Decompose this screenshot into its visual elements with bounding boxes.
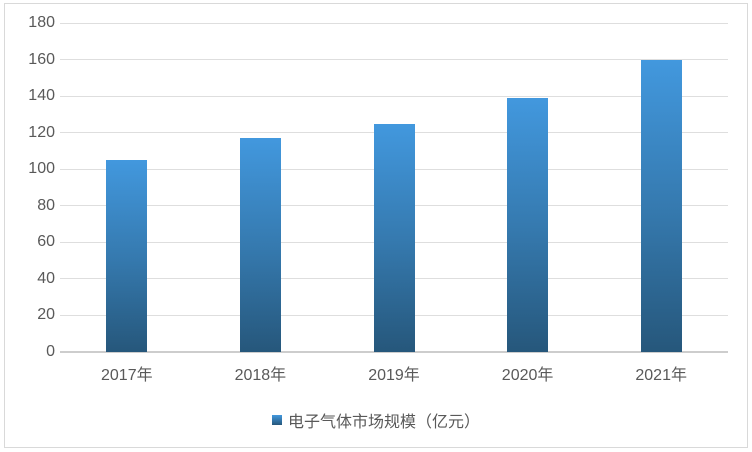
y-axis-tick-label: 120 (28, 123, 55, 141)
bar-2021年 (640, 59, 682, 352)
y-axis-tick-label: 40 (37, 269, 55, 287)
gridline (60, 59, 728, 61)
y-axis: 0 20 40 60 80 100 120 140 160 180 (0, 14, 55, 360)
y-axis-tick-label: 20 (37, 306, 55, 324)
x-axis-tick-label: 2020年 (501, 367, 554, 384)
y-axis-tick-label: 140 (28, 87, 55, 105)
y-axis-tick-label: 0 (46, 343, 55, 360)
x-axis-tick-label: 2018年 (234, 367, 287, 384)
plot-area (60, 22, 728, 353)
legend: 电子气体市场规模（亿元） (0, 408, 752, 432)
y-axis-tick-label: 160 (28, 50, 55, 68)
bar-2020年 (507, 97, 549, 352)
bar-2018年 (239, 138, 281, 352)
y-axis-tick-label: 80 (37, 196, 55, 214)
legend-label: 电子气体市场规模（亿元） (287, 414, 480, 431)
x-axis-tick-label: 2019年 (368, 367, 420, 384)
x-axis: 2017年 2018年 2019年 2020年 2021年 (60, 361, 728, 384)
bar-2019年 (373, 123, 415, 352)
gridline (60, 22, 728, 24)
legend-marker-square-icon (271, 415, 282, 425)
bar-2017年 (106, 160, 148, 352)
x-axis-line (60, 351, 728, 353)
gridline (60, 95, 728, 97)
x-axis-tick-label: 2017年 (100, 367, 153, 384)
y-axis-tick-label: 180 (28, 14, 55, 31)
y-axis-tick-label: 100 (28, 160, 55, 178)
y-axis-tick-label: 60 (37, 233, 55, 251)
x-axis-tick-label: 2021年 (635, 367, 687, 384)
